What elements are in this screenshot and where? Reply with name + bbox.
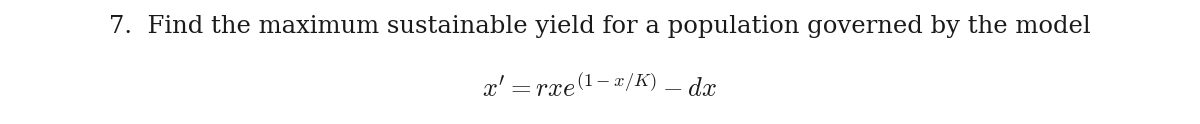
Text: 7.  Find the maximum sustainable yield for a population governed by the model: 7. Find the maximum sustainable yield fo… bbox=[109, 15, 1091, 38]
Text: $x^{\prime} = rxe^{(1-x/K)} - dx$: $x^{\prime} = rxe^{(1-x/K)} - dx$ bbox=[482, 74, 718, 102]
